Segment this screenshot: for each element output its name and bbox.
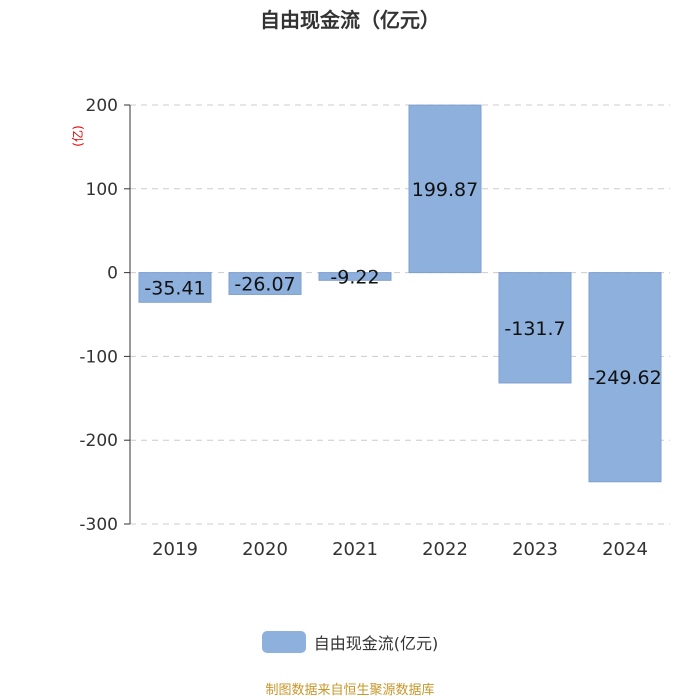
bar-2023 xyxy=(498,272,572,384)
grid-lines xyxy=(130,104,670,525)
x-tick-label: 2020 xyxy=(242,539,288,560)
data-label-2021: -9.22 xyxy=(330,266,379,288)
chart-title: 自由现金流（亿元） xyxy=(260,8,440,32)
data-label-2019: -35.41 xyxy=(144,277,205,299)
x-tick-label: 2019 xyxy=(152,539,198,560)
x-tick-label: 2023 xyxy=(512,539,558,560)
bar-2024 xyxy=(588,272,662,483)
y-tick-label: 100 xyxy=(86,180,118,200)
y-tick-label: -200 xyxy=(79,431,118,451)
y-tick-label: -300 xyxy=(79,515,118,535)
legend: 自由现金流(亿元) xyxy=(0,630,700,654)
bar-2020 xyxy=(228,272,302,295)
data-label-2023: -131.7 xyxy=(504,318,565,340)
x-axis-ticks: 2019 2020 2021 2022 2023 2024 xyxy=(152,539,648,560)
y-tick-label: 0 xyxy=(107,264,118,284)
x-tick-label: 2022 xyxy=(422,539,468,560)
x-tick-label: 2024 xyxy=(602,539,648,560)
data-label-2022: 199.87 xyxy=(412,179,478,201)
legend-swatch xyxy=(261,631,306,653)
bar-2022 xyxy=(408,104,482,274)
x-tick-label: 2021 xyxy=(332,539,378,560)
y-tick-label: 200 xyxy=(86,96,118,116)
legend-label: 自由现金流(亿元) xyxy=(313,634,439,653)
y-axis-unit-label: (亿) xyxy=(70,125,85,146)
bars xyxy=(138,104,662,483)
source-note: 制图数据来自恒生聚源数据库 xyxy=(265,683,435,698)
y-axis-ticks: 200 100 0 -100 -200 -300 xyxy=(79,96,130,535)
data-label-2020: -26.07 xyxy=(234,274,295,296)
bar-2021 xyxy=(318,272,392,281)
data-labels: -35.41 -26.07 -9.22 199.87 -131.7 -249.62 xyxy=(144,179,661,389)
data-label-2024: -249.62 xyxy=(588,367,661,389)
bar-2019 xyxy=(138,272,212,303)
y-tick-label: -100 xyxy=(79,347,118,367)
